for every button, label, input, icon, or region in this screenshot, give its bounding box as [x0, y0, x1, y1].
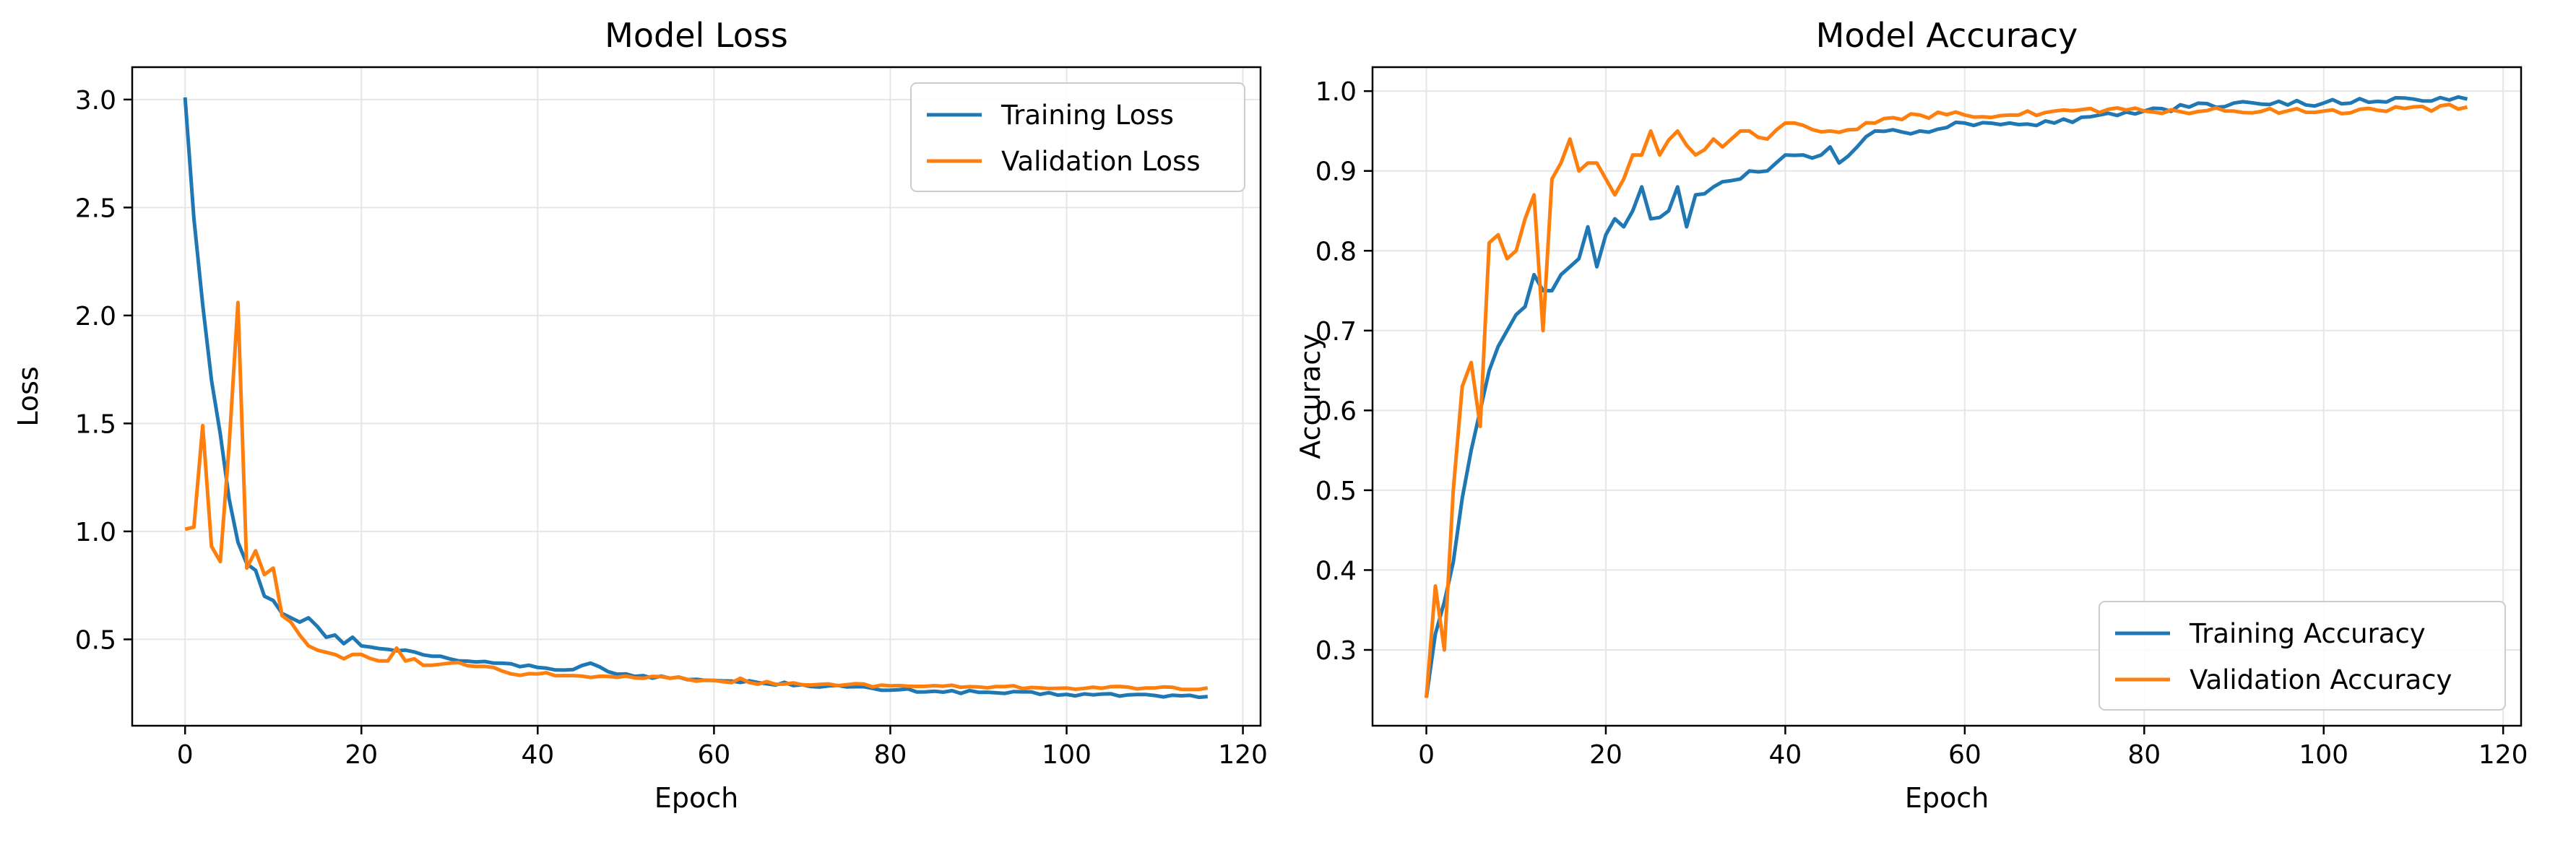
x-tick-label: 0	[1418, 740, 1435, 770]
loss-chart: 0 20 40 60 80 100 120 0.5 1.0 1.5 2.0 2.5 3.0 Model L…	[12, 16, 1268, 814]
accuracy-chart: 0 20 40 60 80 100 120 0.3 0.4 0.5 0.6 0.7 0.8 0.9 1.0 M…	[1295, 16, 2528, 814]
y-tick-label: 1.5	[75, 409, 116, 439]
y-axis-label: Accuracy	[1295, 334, 1326, 459]
legend: Training Loss Validation Loss	[910, 82, 1245, 192]
y-tick-label: 1.0	[1315, 77, 1357, 107]
plot-frame	[1371, 66, 2523, 727]
x-tick-label: 20	[1589, 740, 1622, 770]
legend-label: Validation Loss	[1001, 146, 1201, 177]
x-tick-label: 40	[1769, 740, 1802, 770]
x-axis-label: Epoch	[1905, 782, 1989, 814]
y-tick-label: 0.5	[75, 625, 116, 655]
x-tick-label: 40	[521, 740, 554, 770]
x-tick-label: 80	[2127, 740, 2161, 770]
y-tick-label: 0.9	[1315, 157, 1357, 187]
legend-label: Validation Accuracy	[2190, 664, 2452, 695]
x-tick-label: 80	[874, 740, 907, 770]
legend-label: Training Accuracy	[2189, 618, 2426, 649]
y-tick-label: 2.5	[75, 194, 116, 223]
series-line-validation-accuracy	[1425, 103, 2468, 698]
y-tick-label: 0.8	[1315, 237, 1357, 266]
y-axis-label: Loss	[12, 366, 44, 426]
chart-title: Model Loss	[605, 16, 788, 55]
series-line-validation-loss	[184, 300, 1209, 692]
x-tick-label: 20	[345, 740, 378, 770]
x-tick-label: 100	[1042, 740, 1092, 770]
y-tick-label: 0.5	[1315, 477, 1357, 506]
x-tick-label: 120	[2478, 740, 2528, 770]
x-tick-label: 60	[1948, 740, 1981, 770]
y-tick-label: 0.6	[1315, 396, 1357, 426]
y-tick-label: 2.0	[75, 302, 116, 331]
y-tick-label: 1.0	[75, 518, 116, 547]
y-tick-label: 3.0	[75, 86, 116, 116]
chart-title: Model Accuracy	[1816, 16, 2078, 55]
legend: Training Accuracy Validation Accuracy	[2099, 601, 2506, 711]
plot-frame	[131, 66, 1262, 727]
legend-box	[2099, 601, 2506, 711]
series-line-training-accuracy	[1425, 95, 2468, 698]
y-tick-label: 0.7	[1315, 317, 1357, 347]
x-tick-label: 120	[1218, 740, 1268, 770]
y-tick-label: 0.3	[1315, 636, 1357, 666]
x-tick-label: 0	[177, 740, 194, 770]
legend-box	[910, 82, 1245, 192]
x-tick-label: 100	[2299, 740, 2348, 770]
x-axis-label: Epoch	[654, 782, 738, 814]
x-tick-label: 60	[698, 740, 731, 770]
legend-label: Training Loss	[1000, 100, 1174, 131]
y-tick-label: 0.4	[1315, 556, 1357, 586]
